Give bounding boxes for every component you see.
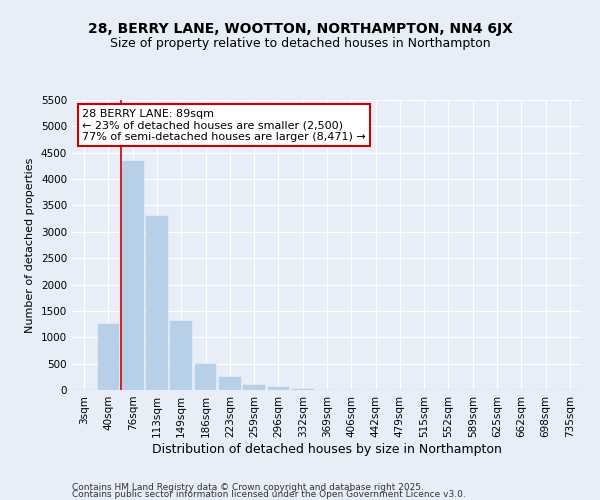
Text: Contains public sector information licensed under the Open Government Licence v3: Contains public sector information licen… (72, 490, 466, 499)
Bar (268, 387, 289, 390)
Text: 28, BERRY LANE, WOOTTON, NORTHAMPTON, NN4 6JX: 28, BERRY LANE, WOOTTON, NORTHAMPTON, NN… (88, 22, 512, 36)
Bar (219, 377, 241, 390)
Bar (243, 384, 265, 390)
Text: Contains HM Land Registry data © Crown copyright and database right 2025.: Contains HM Land Registry data © Crown c… (72, 484, 424, 492)
X-axis label: Distribution of detached houses by size in Northampton: Distribution of detached houses by size … (152, 442, 502, 456)
Bar (146, 216, 168, 390)
Bar (97, 324, 119, 390)
Text: Size of property relative to detached houses in Northampton: Size of property relative to detached ho… (110, 38, 490, 51)
Bar (122, 160, 143, 390)
Y-axis label: Number of detached properties: Number of detached properties (25, 158, 35, 332)
Text: 28 BERRY LANE: 89sqm
← 23% of detached houses are smaller (2,500)
77% of semi-de: 28 BERRY LANE: 89sqm ← 23% of detached h… (82, 108, 366, 142)
Bar (170, 322, 192, 390)
Bar (194, 364, 217, 390)
